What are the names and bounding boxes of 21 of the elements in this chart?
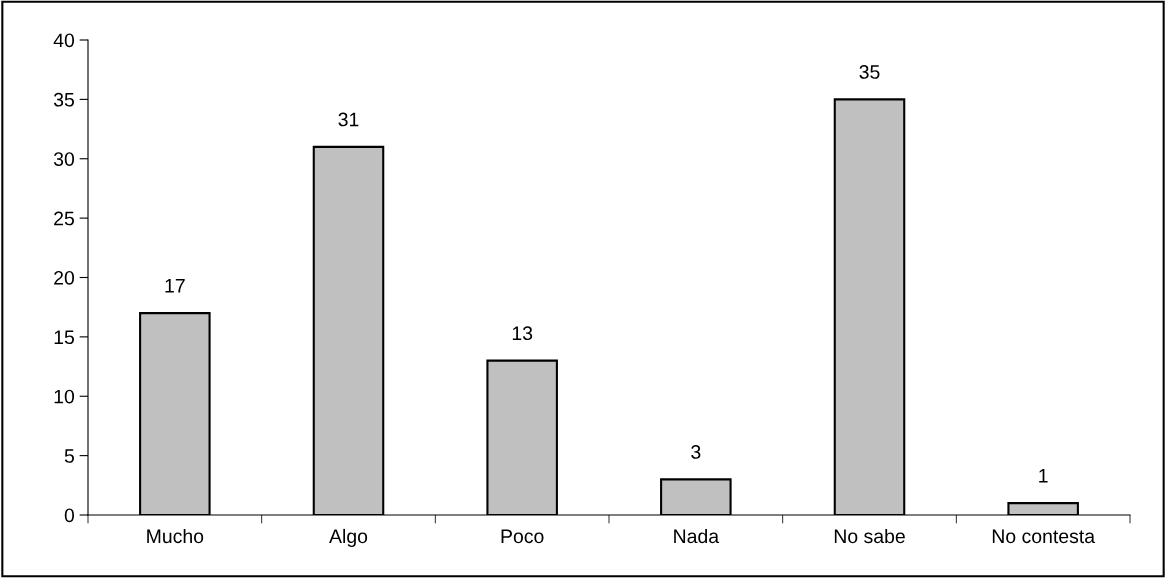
y-tick-label: 25 — [54, 211, 74, 226]
y-tick-label: 5 — [64, 449, 74, 463]
y-tick-label: 15 — [54, 330, 74, 345]
data-label: 17 — [165, 279, 185, 293]
y-tick-label: 30 — [53, 152, 75, 166]
x-tick-label: Algo — [329, 528, 368, 548]
data-label: 1 — [1039, 469, 1048, 483]
y-tick-label: 40 — [53, 33, 75, 48]
y-tick-label: 35 — [53, 92, 74, 107]
data-label: 3 — [691, 445, 701, 459]
data-label: 31 — [338, 112, 359, 127]
x-tick-label: No contesta — [992, 529, 1096, 544]
x-tick-label: Mucho — [147, 528, 204, 544]
data-label: 13 — [512, 326, 533, 341]
x-tick-label: Poco — [501, 529, 544, 544]
x-tick-label: No sabe — [834, 528, 905, 544]
x-tick-label: Nada — [674, 528, 720, 544]
y-tick-label: 20 — [54, 270, 75, 285]
y-tick-label: 10 — [54, 389, 75, 404]
data-label: 35 — [859, 65, 880, 79]
y-tick-label: 0 — [64, 508, 75, 523]
